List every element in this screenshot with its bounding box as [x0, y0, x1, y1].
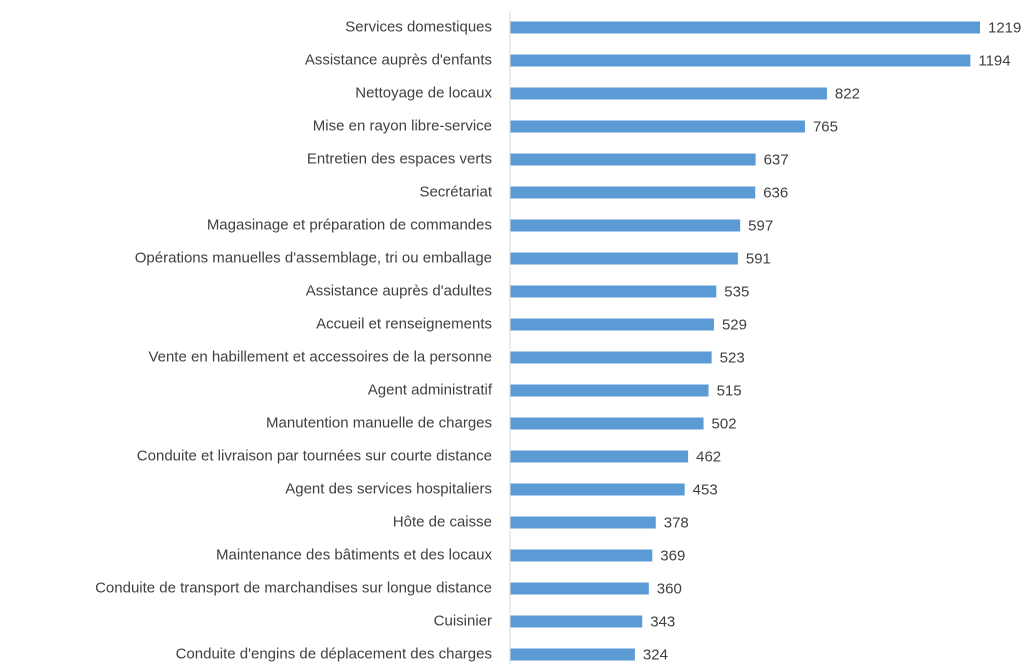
category-label: Mise en rayon libre-service — [313, 117, 492, 134]
category-label: Assistance auprès d'enfants — [305, 51, 492, 68]
value-label: 597 — [748, 217, 773, 234]
bar — [510, 252, 738, 265]
bar — [510, 21, 980, 34]
category-label: Services domestiques — [345, 18, 492, 35]
bar — [510, 549, 653, 562]
value-label: 1219 — [988, 19, 1021, 36]
value-label: 765 — [813, 118, 838, 135]
category-label: Nettoyage de locaux — [355, 84, 492, 101]
category-label: Accueil et renseignements — [316, 315, 492, 332]
value-label: 462 — [696, 448, 721, 465]
bar — [510, 285, 717, 298]
value-label: 535 — [724, 283, 749, 300]
category-label: Vente en habillement et accessoires de l… — [148, 348, 492, 365]
bar — [510, 615, 643, 628]
value-label: 637 — [764, 151, 789, 168]
value-label: 324 — [643, 646, 668, 663]
bar — [510, 186, 756, 199]
value-label: 636 — [763, 184, 788, 201]
bar — [510, 54, 971, 67]
category-label: Conduite d'engins de déplacement des cha… — [176, 645, 492, 662]
value-label: 515 — [717, 382, 742, 399]
bar — [510, 351, 712, 364]
category-label: Entretien des espaces verts — [307, 150, 492, 167]
value-label: 369 — [660, 547, 685, 564]
bar — [510, 87, 827, 100]
bar — [510, 483, 685, 496]
category-label: Agent administratif — [368, 381, 493, 398]
category-label: Cuisinier — [434, 612, 492, 629]
bar — [510, 648, 635, 661]
bar — [510, 219, 741, 232]
bar — [510, 318, 714, 331]
value-label: 502 — [712, 415, 737, 432]
value-label: 343 — [650, 613, 675, 630]
bar — [510, 153, 756, 166]
category-label: Hôte de caisse — [393, 513, 492, 530]
bar — [510, 120, 805, 133]
category-label: Conduite et livraison par tournées sur c… — [137, 447, 492, 464]
category-label: Secrétariat — [419, 183, 492, 200]
value-label: 1194 — [978, 52, 1010, 69]
value-label: 360 — [657, 580, 682, 597]
category-label: Opérations manuelles d'assemblage, tri o… — [135, 249, 492, 266]
value-label: 529 — [722, 316, 747, 333]
value-label: 591 — [746, 250, 771, 267]
value-label: 378 — [664, 514, 689, 531]
value-label: 523 — [720, 349, 745, 366]
category-label: Conduite de transport de marchandises su… — [95, 579, 492, 596]
bar — [510, 516, 656, 529]
bar — [510, 384, 709, 397]
bar — [510, 417, 704, 430]
category-label: Magasinage et préparation de commandes — [207, 216, 492, 233]
value-label: 822 — [835, 85, 860, 102]
category-label: Manutention manuelle de charges — [266, 414, 492, 431]
category-label: Agent des services hospitaliers — [285, 480, 492, 497]
category-label: Assistance auprès d'adultes — [306, 282, 492, 299]
category-label: Maintenance des bâtiments et des locaux — [216, 546, 492, 563]
value-label: 453 — [693, 481, 718, 498]
bar — [510, 450, 689, 463]
bar — [510, 582, 649, 595]
